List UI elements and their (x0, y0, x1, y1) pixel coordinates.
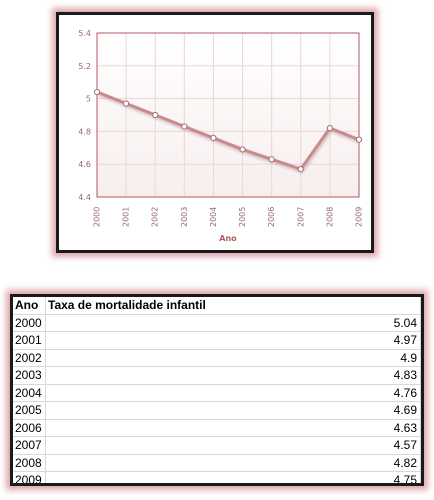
x-tick-label: 2003 (180, 207, 189, 227)
x-tick-label: 2007 (296, 207, 305, 227)
cell-year: 2003 (13, 366, 46, 385)
cell-rate: 5.04 (45, 314, 421, 332)
cell-rate: 4.82 (45, 454, 421, 472)
y-tick-label: 5.2 (78, 62, 91, 71)
data-point (326, 125, 333, 132)
header-rate: Taxa de mortalidade infantil (45, 297, 421, 315)
table-header-row: Ano Taxa de mortalidade infantil (13, 297, 421, 315)
y-tick-label: 5 (86, 95, 91, 104)
data-point (297, 166, 304, 173)
cell-year: 2002 (13, 349, 46, 367)
table-row: 2002 4.9 (13, 349, 421, 367)
cell-rate: 4.57 (45, 436, 421, 455)
cell-year: 2006 (13, 419, 46, 437)
data-point (268, 156, 275, 163)
x-tick-label: 2009 (355, 207, 364, 227)
table-row: 2009 4.75 (13, 471, 421, 483)
table-row: 2007 4.57 (13, 436, 421, 455)
x-tick-label: 2008 (325, 207, 334, 227)
table-body: 2000 5.04 2001 4.97 2002 4.9 2003 4.83 2004 4.76 2… (13, 314, 421, 483)
table-row: 2006 4.63 (13, 419, 421, 437)
y-tick-label: 4.8 (78, 127, 91, 136)
x-axis-label: Ano (219, 234, 237, 243)
data-point (239, 146, 246, 153)
line-chart: 4.4 4.6 4.8 5 5.2 5.4 2000 2001 2002 2003 2004 2005… (78, 29, 364, 243)
cell-year: 2007 (13, 436, 46, 455)
data-point (93, 88, 101, 96)
x-tick-label: 2004 (209, 207, 218, 227)
cell-rate: 4.75 (45, 471, 421, 483)
cell-rate: 4.83 (45, 366, 421, 385)
cell-year: 2008 (13, 454, 46, 472)
table-row: 2008 4.82 (13, 454, 421, 472)
data-point (210, 134, 217, 142)
table-row: 2004 4.76 (13, 384, 421, 402)
cell-rate: 4.63 (45, 419, 421, 437)
data-table-panel: Ano Taxa de mortalidade infantil 2000 5.0… (10, 294, 424, 486)
data-point (181, 123, 188, 130)
x-tick-label: 2000 (93, 207, 102, 227)
cell-rate: 4.76 (45, 384, 421, 402)
plot-area (97, 33, 359, 197)
x-tick-label: 2002 (151, 207, 160, 227)
data-point (152, 111, 159, 119)
table-row: 2003 4.83 (13, 366, 421, 385)
cell-rate: 4.97 (45, 331, 421, 350)
x-tick-label: 2001 (122, 207, 131, 227)
cell-rate: 4.69 (45, 401, 421, 420)
table-row: 2005 4.69 (13, 401, 421, 420)
data-table: Ano Taxa de mortalidade infantil 2000 5.0… (13, 297, 421, 483)
data-point (123, 100, 130, 107)
header-year: Ano (13, 297, 46, 315)
table-row: 2000 5.04 (13, 314, 421, 332)
y-tick-label: 5.4 (78, 29, 91, 38)
x-tick-label: 2006 (267, 207, 276, 227)
y-tick-label: 4.6 (78, 160, 91, 169)
x-tick-label: 2005 (238, 207, 247, 227)
cell-year: 2000 (13, 314, 46, 332)
cell-year: 2001 (13, 331, 46, 350)
table-row: 2001 4.97 (13, 331, 421, 350)
cell-rate: 4.9 (45, 349, 421, 367)
cell-year: 2005 (13, 401, 46, 420)
chart-panel: 4.4 4.6 4.8 5 5.2 5.4 2000 2001 2002 2003 2004 2005… (56, 12, 374, 253)
cell-year: 2004 (13, 384, 46, 402)
series-line (96, 90, 360, 171)
data-point (355, 136, 363, 143)
y-tick-label: 4.4 (78, 193, 91, 202)
plot-frame (96, 32, 360, 198)
cell-year: 2009 (13, 471, 46, 483)
